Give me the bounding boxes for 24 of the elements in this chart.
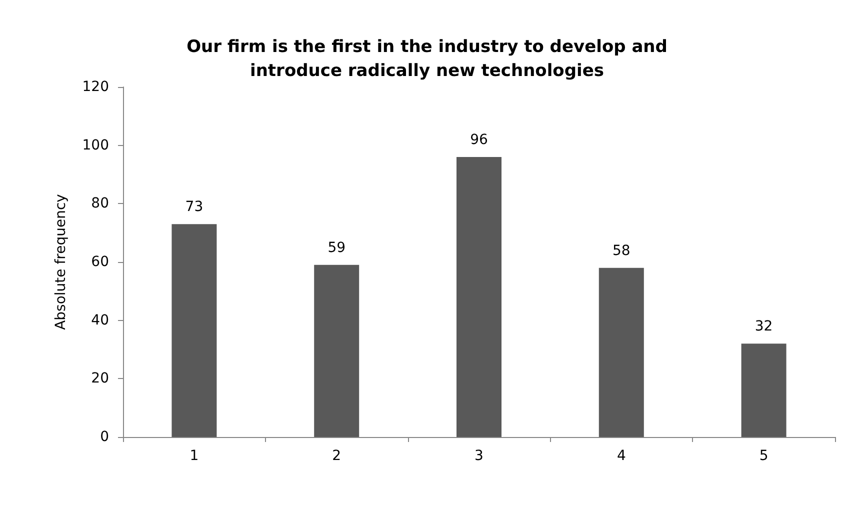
- y-tick-label: 80: [91, 196, 109, 212]
- y-tick-label: 20: [91, 370, 109, 387]
- x-tick-label: 2: [332, 448, 342, 464]
- y-tick-label: 100: [82, 137, 109, 154]
- bar: [456, 157, 502, 437]
- y-axis-title: Absolute frequency: [53, 194, 69, 330]
- data-label: 96: [470, 132, 488, 148]
- data-label: 32: [754, 318, 773, 335]
- data-label: 58: [612, 242, 630, 259]
- y-tick-label: 0: [100, 429, 109, 445]
- y-tick-label: 60: [91, 254, 109, 270]
- bar: [741, 344, 786, 437]
- x-tick-label: 3: [474, 448, 484, 464]
- y-tick-label: 120: [82, 79, 109, 95]
- bar: [314, 264, 360, 437]
- y-tick-label: 40: [91, 312, 109, 328]
- chart-title: Our firm is the first in the industry to develop and introduce radically new technologies: [186, 37, 668, 81]
- x-tick-label: 5: [759, 448, 768, 464]
- data-label: 73: [185, 199, 204, 216]
- data-label: 59: [328, 240, 346, 256]
- bar: [172, 224, 217, 437]
- bar: [598, 268, 644, 437]
- x-tick-label: 1: [190, 448, 199, 464]
- x-tick-label: 4: [616, 448, 626, 464]
